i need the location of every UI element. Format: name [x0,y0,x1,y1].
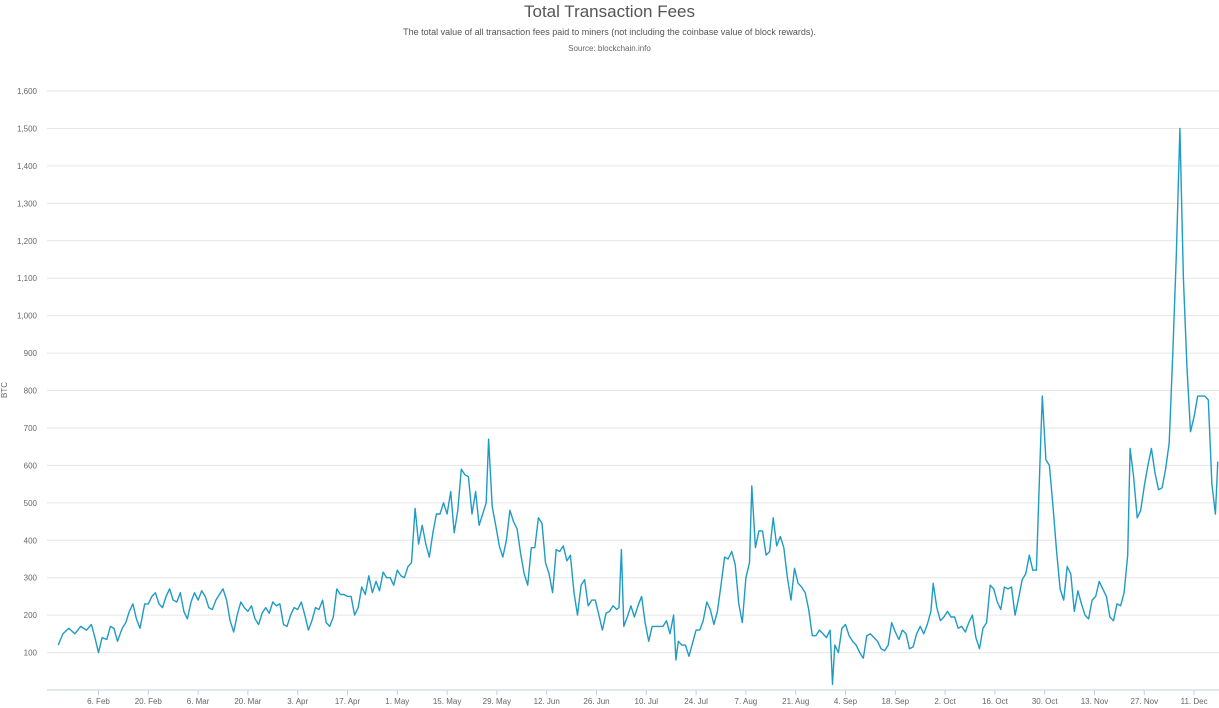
series-group [57,127,1219,686]
x-tick-label: 20. Mar [234,697,261,706]
grid-lines [47,90,1219,654]
x-tick-label: 26. Jun [583,697,609,706]
x-tick-label: 2. Oct [934,697,956,706]
chart-subtitle: The total value of all transaction fees … [403,27,816,37]
x-tick-label: 4. Sep [834,697,858,706]
y-tick-label: 200 [24,611,38,620]
x-tick-label: 11. Dec [1181,697,1208,706]
x-tick-label: 7. Aug [735,697,758,706]
x-tick-label: 12. Jun [534,697,560,706]
y-tick-label: 1,400 [17,162,38,171]
x-tick-label: 16. Oct [982,697,1009,706]
y-tick-label: 300 [24,574,38,583]
y-tick-label: 1,200 [17,237,38,246]
x-tick-label: 21. Aug [782,697,809,706]
series-line [57,127,1219,686]
x-tick-label: 30. Oct [1032,697,1059,706]
y-tick-label: 1,100 [17,274,38,283]
x-tick-label: 6. Feb [87,697,110,706]
y-tick-label: 100 [24,649,38,658]
y-tick-label: 400 [24,536,38,545]
x-axis-ticks: 6. Feb 20. Feb 6. Mar 20. Mar 3. Apr 17. Apr 1… [87,690,1208,706]
y-tick-label: 800 [24,387,38,396]
chart-title: Total Transaction Fees [523,2,696,21]
y-tick-label: 1,600 [17,87,38,96]
y-tick-label: 1,000 [17,312,38,321]
y-tick-label: 900 [24,349,38,358]
y-tick-label: 600 [24,461,38,470]
y-tick-label: 700 [24,424,38,433]
chart-source: Source: blockchain.info [568,44,651,53]
y-axis-ticks: 100 200 300 400 500 600 700 800 900 1,000 1,100 1,2… [17,87,38,658]
x-tick-label: 20. Feb [135,697,163,706]
y-tick-label: 1,300 [17,199,38,208]
y-axis-label: BTC [0,382,9,398]
x-tick-label: 3. Apr [287,697,308,706]
x-tick-label: 27. Nov [1131,697,1159,706]
y-tick-label: 1,500 [17,124,38,133]
x-tick-label: 29. May [483,697,511,706]
x-tick-label: 17. Apr [335,697,361,706]
x-tick-label: 18. Sep [882,697,910,706]
x-tick-label: 1. May [385,697,409,706]
x-tick-label: 13. Nov [1081,697,1109,706]
y-tick-label: 500 [24,499,38,508]
x-tick-label: 24. Jul [684,697,708,706]
x-tick-label: 6. Mar [187,697,210,706]
x-tick-label: 10. Jul [635,697,659,706]
x-tick-label: 15. May [433,697,461,706]
